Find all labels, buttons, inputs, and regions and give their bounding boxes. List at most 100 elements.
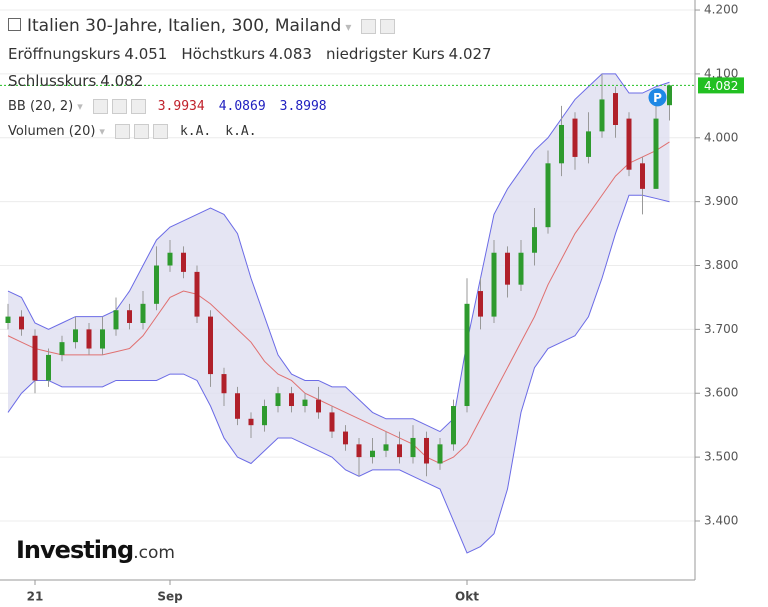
candle-body (140, 303, 146, 323)
close-value: 4.082 (100, 72, 144, 90)
close-label: Schlusskurs (8, 72, 97, 90)
candle-body (370, 450, 375, 458)
candle-body (532, 227, 537, 253)
logo-suffix: .com (133, 543, 175, 563)
candle-body (329, 412, 335, 432)
candle-body (316, 399, 321, 413)
low-value: 4.027 (448, 45, 492, 63)
candle-body (343, 431, 348, 445)
x-tick-label: Sep (157, 590, 183, 604)
candle-body (572, 118, 578, 157)
candle-body (5, 316, 11, 323)
candle-body (154, 265, 159, 304)
candle-body (491, 252, 497, 317)
candle-body (397, 444, 402, 458)
y-tick-label: 3.900 (704, 194, 738, 208)
candle-body (464, 303, 470, 407)
candle-body (262, 406, 267, 426)
candle-body (586, 131, 591, 157)
x-tick-label: 21 (27, 590, 44, 604)
y-tick-label: 3.700 (704, 322, 738, 336)
y-tick-label: 3.400 (704, 513, 738, 527)
candle-body (545, 163, 551, 228)
close-icon[interactable] (152, 124, 168, 139)
high-value: 4.083 (268, 45, 312, 63)
candle-body (208, 316, 213, 375)
band-line (7, 141, 670, 465)
settings-icon[interactable] (133, 124, 149, 139)
y-tick-label: 3.600 (704, 386, 738, 400)
candle-body (518, 252, 524, 285)
volume-row: Volumen (20) ▾ k.A. k.A. (8, 124, 257, 139)
title-row: Italien 30-Jahre, Italien, 300, Mailand ▾ (8, 16, 399, 36)
candle-body (73, 329, 78, 343)
candle-body (167, 252, 173, 266)
candle-body (424, 437, 429, 464)
close-icon[interactable] (130, 99, 146, 114)
chart-title: Italien 30-Jahre, Italien, 300, Mailand (27, 16, 342, 36)
settings-icon[interactable] (92, 99, 108, 114)
candle-body (100, 329, 105, 349)
volume-label: Volumen (20) (8, 124, 96, 139)
settings-icon[interactable] (360, 18, 376, 34)
candle-body (559, 124, 564, 164)
bb-label: BB (20, 2) (8, 99, 74, 114)
marker (648, 88, 667, 107)
candle-body (181, 252, 186, 272)
candle-body (626, 118, 632, 170)
candle-body (86, 329, 92, 349)
settings-icon[interactable] (379, 18, 395, 34)
candle-body (451, 406, 456, 445)
marker-label: P (653, 91, 662, 105)
band-line (7, 73, 670, 433)
last-price-label: 4.082 (704, 79, 738, 93)
candle-body (667, 85, 672, 106)
candle-body (653, 118, 659, 189)
candle-body (302, 399, 308, 407)
volume-value: k.A. (179, 124, 212, 139)
open-value: 4.051 (124, 45, 168, 63)
candle-body (19, 316, 24, 330)
settings-icon[interactable] (111, 99, 127, 114)
band-line (7, 194, 670, 554)
candle-body (383, 444, 389, 451)
logo: Investing.com (16, 536, 175, 564)
candle-body (478, 291, 483, 317)
y-tick-label: 3.800 (704, 258, 738, 272)
candle-body (194, 271, 200, 317)
volume-value: k.A. (225, 124, 257, 139)
candle-body (356, 444, 362, 458)
ohlc-row: Eröffnungskurs 4.051 Höchstkurs 4.083 niedri… (8, 45, 496, 63)
y-tick-label: 4.100 (704, 66, 738, 80)
candle-body (613, 93, 618, 125)
y-tick-label: 3.500 (704, 450, 738, 464)
last-price-tag (698, 77, 744, 94)
settings-icon[interactable] (114, 124, 130, 139)
collapse-toggle[interactable] (8, 18, 21, 31)
candle-body (599, 99, 605, 132)
candle-body (221, 374, 227, 394)
candle-body (248, 418, 254, 426)
bb-row: BB (20, 2) ▾ 3.9934 4.0869 3.8998 (8, 99, 327, 114)
low-label: niedrigster Kurs (325, 45, 445, 63)
open-label: Eröffnungskurs (8, 45, 121, 63)
candle-body (505, 252, 510, 285)
candle-body (235, 393, 240, 419)
bb-upper: 4.0869 (218, 99, 266, 114)
candle-body (127, 310, 132, 323)
candle-body (59, 342, 65, 355)
band-fill (8, 73, 670, 553)
x-tick-label: Okt (455, 590, 479, 604)
candle-body (289, 393, 294, 407)
logo-name: Investing (16, 536, 134, 564)
close-row: Schlusskurs 4.082 (8, 72, 147, 90)
candle-body (113, 310, 119, 330)
candle-body (410, 437, 416, 458)
candle-body (275, 393, 281, 407)
y-tick-label: 4.000 (704, 130, 738, 144)
candle-body (640, 163, 645, 189)
y-tick-label: 4.200 (704, 3, 738, 17)
bb-lower: 3.8998 (279, 99, 327, 114)
